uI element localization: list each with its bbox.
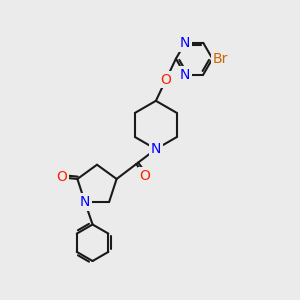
Text: N: N	[180, 36, 190, 50]
Text: N: N	[151, 142, 161, 156]
Text: N: N	[80, 195, 90, 209]
Text: O: O	[160, 73, 171, 87]
Text: Br: Br	[213, 52, 228, 66]
Text: O: O	[57, 170, 68, 184]
Text: N: N	[180, 68, 190, 82]
Text: O: O	[140, 169, 151, 183]
